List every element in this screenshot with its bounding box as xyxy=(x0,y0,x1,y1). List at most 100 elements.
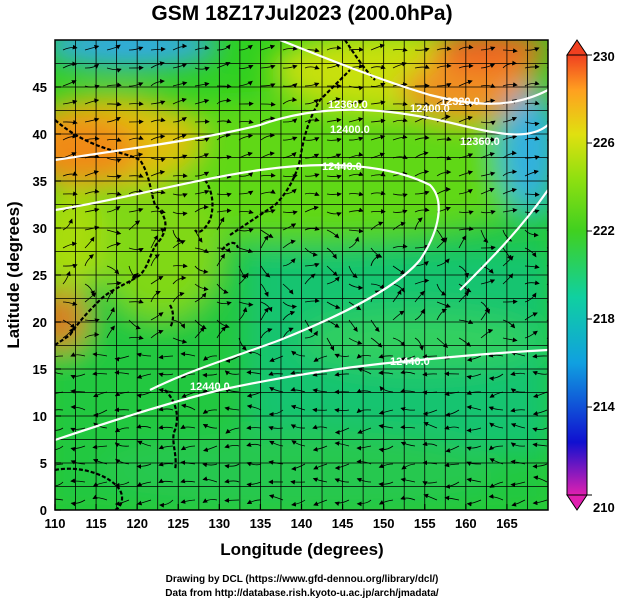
wind-arrow xyxy=(546,337,548,340)
wind-arrow xyxy=(246,461,262,467)
wind-arrow xyxy=(238,247,254,254)
wind-arrow xyxy=(84,207,100,213)
wind-arrow xyxy=(458,235,467,249)
wind-arrow xyxy=(348,265,358,278)
wind-arrow xyxy=(546,193,548,195)
y-tick-label: 45 xyxy=(33,80,47,95)
wind-arrow xyxy=(414,64,430,69)
wind-arrow xyxy=(466,499,482,507)
wind-arrow xyxy=(532,499,548,506)
wind-arrow xyxy=(423,422,438,429)
wind-arrow xyxy=(55,409,64,411)
wind-arrow xyxy=(466,373,482,380)
wind-arrow xyxy=(502,169,518,177)
wind-arrow xyxy=(246,391,262,398)
wind-arrow xyxy=(70,373,86,380)
wind-arrow xyxy=(392,193,408,198)
wind-arrow xyxy=(260,301,273,313)
wind-arrow xyxy=(436,63,452,69)
wind-arrow xyxy=(106,67,122,73)
wind-arrow xyxy=(55,427,64,431)
wind-arrow xyxy=(304,137,320,142)
wind-arrow xyxy=(326,337,335,352)
wind-arrow xyxy=(444,462,460,468)
wind-arrow xyxy=(524,64,540,70)
x-tick-label: 135 xyxy=(250,516,272,531)
wind-arrow xyxy=(546,157,548,159)
wind-arrow xyxy=(260,172,276,178)
wind-arrow xyxy=(216,132,231,141)
wind-arrow xyxy=(480,152,495,159)
wind-arrow xyxy=(282,118,298,124)
wind-arrow xyxy=(326,117,342,123)
wind-arrow xyxy=(436,114,451,123)
wind-arrow xyxy=(326,174,342,180)
wind-arrow xyxy=(246,499,262,504)
wind-arrow xyxy=(268,409,284,417)
wind-arrow xyxy=(128,319,141,330)
wind-arrow xyxy=(158,424,174,430)
wind-arrow xyxy=(62,119,78,125)
wind-arrow xyxy=(378,481,394,487)
wind-arrow xyxy=(260,283,269,297)
wind-arrow xyxy=(106,265,120,275)
wind-arrow xyxy=(238,228,254,233)
wind-arrow xyxy=(84,63,100,69)
wind-arrow xyxy=(304,98,319,105)
wind-arrow xyxy=(92,458,108,465)
coast-asia xyxy=(55,119,167,346)
wind-arrow xyxy=(488,406,504,411)
wind-arrow xyxy=(357,427,372,434)
wind-arrow xyxy=(304,330,318,339)
wind-arrow xyxy=(312,407,328,413)
wind-arrow xyxy=(480,83,496,88)
wind-arrow xyxy=(194,265,209,274)
wind-arrow xyxy=(55,498,64,501)
wind-arrow xyxy=(158,387,174,393)
wind-arrow xyxy=(304,226,320,231)
wind-arrow xyxy=(128,152,144,159)
wind-arrow xyxy=(326,319,340,328)
wind-arrow xyxy=(136,424,152,429)
x-tick-label: 145 xyxy=(332,516,354,531)
wind-arrow xyxy=(194,189,210,195)
wind-arrow xyxy=(458,115,473,123)
footer-source: Data from http://database.rish.kyoto-u.a… xyxy=(165,588,439,599)
colorbar-top-arrow xyxy=(566,39,588,56)
wind-arrow xyxy=(422,481,438,486)
wind-arrow xyxy=(158,478,174,483)
wind-arrow xyxy=(334,408,350,413)
wind-arrow xyxy=(392,47,408,52)
wind-arrow xyxy=(136,499,152,506)
wind-arrow xyxy=(128,82,144,87)
wind-arrow xyxy=(194,326,205,339)
wind-arrow xyxy=(334,371,350,377)
wind-arrow xyxy=(92,481,108,487)
wind-arrow xyxy=(392,117,408,123)
wind-arrow xyxy=(202,498,218,503)
wind-arrow xyxy=(194,171,210,177)
wind-arrow xyxy=(202,424,218,429)
wind-arrow xyxy=(114,370,130,375)
wind-arrow xyxy=(202,372,218,378)
wind-arrow xyxy=(203,445,218,452)
wind-arrow xyxy=(444,425,460,430)
wind-arrow xyxy=(128,46,144,51)
wind-arrow xyxy=(282,283,294,295)
wind-arrow xyxy=(524,47,540,52)
wind-arrow xyxy=(445,481,460,489)
colorbar-ticks: 230 226 222 218 214 210 xyxy=(587,49,615,515)
wind-arrow xyxy=(246,481,262,488)
wind-arrow xyxy=(348,47,364,52)
coast-philippines xyxy=(164,389,179,471)
wind-arrow xyxy=(150,189,166,195)
wind-arrow xyxy=(216,192,232,198)
wind-arrow xyxy=(326,97,341,105)
x-tick-label: 140 xyxy=(291,516,313,531)
contour-label-3: 12440.0 xyxy=(322,161,362,173)
colorbar: 230 226 222 218 214 210 xyxy=(566,39,615,515)
wind-arrow xyxy=(524,292,537,303)
wind-arrow xyxy=(414,190,430,196)
wind-arrow xyxy=(348,207,364,213)
wind-arrow xyxy=(172,81,188,87)
